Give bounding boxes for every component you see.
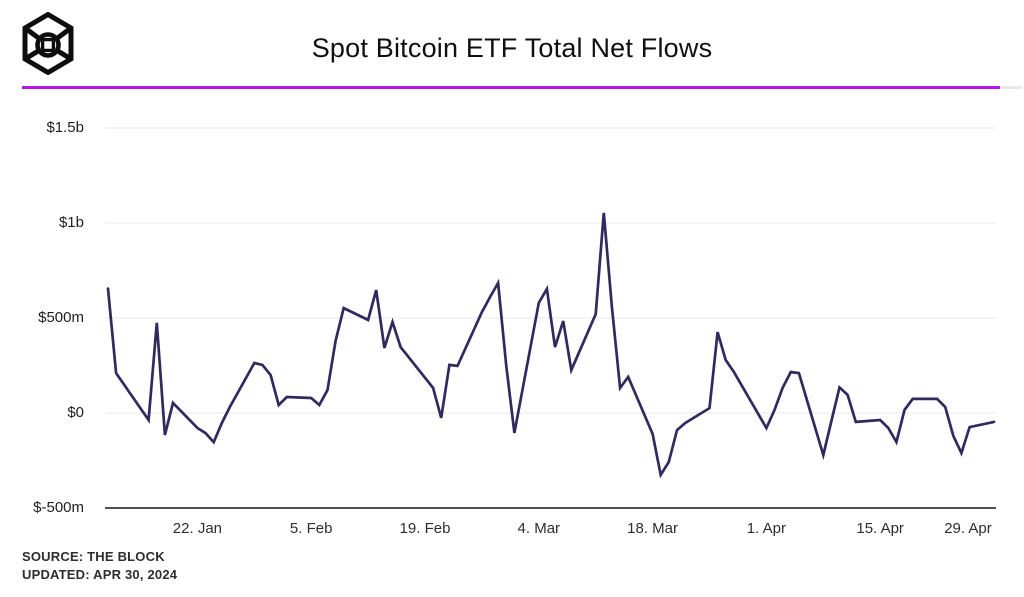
x-axis-tick-label: 5. Feb xyxy=(289,520,333,537)
x-axis-tick-label: 1. Apr xyxy=(746,520,786,537)
x-axis-tick-label: 22. Jan xyxy=(172,520,223,537)
accent-divider xyxy=(22,86,1022,89)
y-axis-tick-label: $1.5b xyxy=(46,119,84,136)
the-block-logo-icon xyxy=(22,12,74,75)
x-axis-tick-label: 19. Feb xyxy=(399,520,451,537)
chart-footer: SOURCE: THE BLOCK UPDATED: APR 30, 2024 xyxy=(22,548,177,584)
updated-label: UPDATED: APR 30, 2024 xyxy=(22,567,178,582)
netflow-line-series xyxy=(106,212,996,479)
x-axis-tick-label: 4. Mar xyxy=(517,520,561,537)
y-axis-tick-label: $-500m xyxy=(33,499,84,516)
accent-divider-tail xyxy=(1000,86,1022,89)
y-axis-tick-label: $0 xyxy=(67,404,84,421)
chart-title: Spot Bitcoin ETF Total Net Flows xyxy=(311,33,713,63)
y-axis-tick-label: $500m xyxy=(38,309,84,326)
accent-divider-purple xyxy=(22,86,1000,89)
y-axis-tick-label: $1b xyxy=(58,214,84,231)
x-axis-tick-label: 18. Mar xyxy=(627,520,678,537)
source-label: SOURCE: THE BLOCK xyxy=(22,549,165,564)
x-axis-tick-label: 29. Apr xyxy=(944,520,992,537)
x-axis-tick-label: 15. Apr xyxy=(856,520,904,537)
